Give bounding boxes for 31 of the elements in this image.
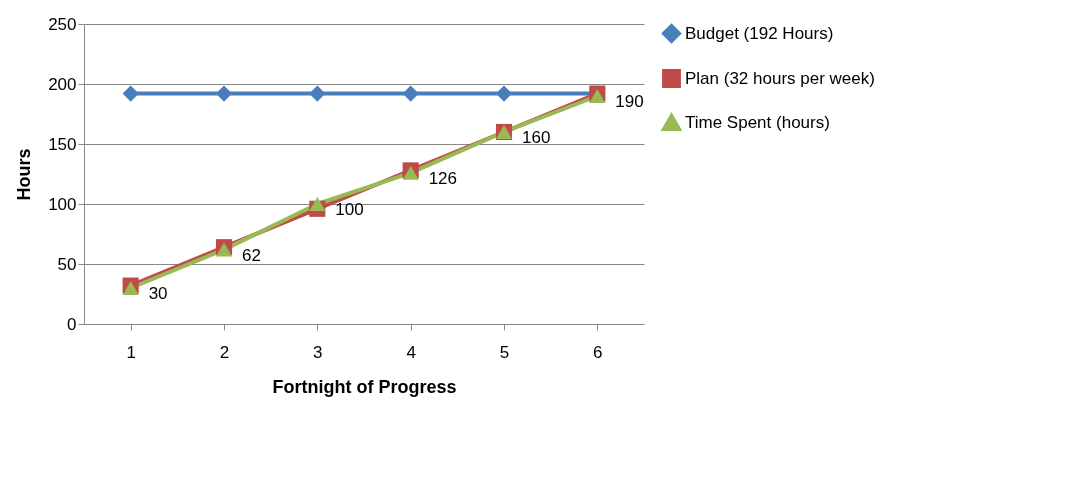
x-tick-label: 4 <box>406 342 416 362</box>
x-tick-label: 5 <box>499 342 510 362</box>
point <box>495 85 513 102</box>
point <box>309 85 326 102</box>
legend-label: Budget (192 Hours) <box>685 23 834 43</box>
data-label: 190 <box>615 92 644 111</box>
x-tick-label: 1 <box>126 342 136 362</box>
y-tick-label: 200 <box>48 74 77 94</box>
data-label: 160 <box>522 128 551 147</box>
x-tick-label: 2 <box>219 342 230 362</box>
data-label: 100 <box>335 200 364 219</box>
data-label: 62 <box>242 245 261 265</box>
point <box>215 85 233 102</box>
x-tick-label: 6 <box>593 342 603 362</box>
legend-label: Time Spent (hours) <box>685 112 830 132</box>
point <box>122 85 139 102</box>
point <box>402 85 419 102</box>
y-tick-label: 150 <box>48 134 77 154</box>
point <box>122 281 139 295</box>
point <box>589 89 606 103</box>
legend-label: Plan (32 hours per week) <box>685 68 875 88</box>
x-tick-label: 3 <box>313 342 323 362</box>
y-tick-label: 0 <box>67 314 77 334</box>
y-tick-label: 100 <box>48 194 77 214</box>
data-label: 30 <box>148 284 168 303</box>
x-axis-title: Fortnight of Progress <box>272 376 457 397</box>
point <box>309 197 326 211</box>
data-label: 126 <box>428 168 458 188</box>
y-tick-label: 250 <box>48 14 77 34</box>
y-axis-title: Hours <box>14 148 35 201</box>
y-tick-label: 50 <box>57 254 77 274</box>
